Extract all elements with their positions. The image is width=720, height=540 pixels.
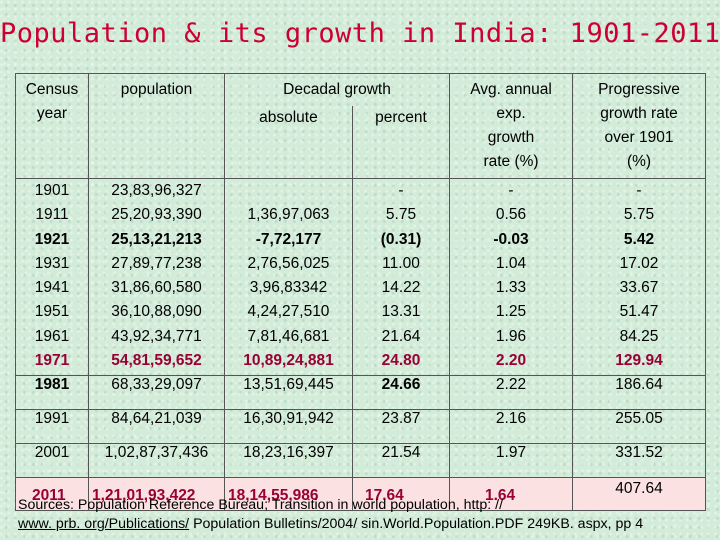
cell-progressive: 331.52 (572, 443, 706, 478)
cell-population: 54,81,59,652 (111, 352, 202, 370)
cell-avg-annual: -0.03 (493, 230, 529, 248)
cell-year: 1911 (35, 206, 69, 224)
cell-absolute: 4,24,27,510 (247, 303, 330, 321)
cell-year: 1921 (34, 230, 70, 248)
cell-progressive: 17.02 (619, 254, 659, 272)
year-column: 1901 1911 1921 1931 1941 1951 1961 1971 (15, 178, 89, 376)
cell-year: 1901 (34, 182, 70, 199)
table-row-1901-1971: 1901 1911 1921 1931 1941 1951 1961 1971 23,83,9… (15, 178, 706, 376)
cell-progressive: 51.47 (619, 303, 659, 321)
source-citation: Sources: Population Reference Bureau; Tr… (18, 496, 643, 534)
cell-population: 36,10,88,090 (111, 303, 202, 321)
cell-population: 43,92,34,771 (111, 327, 202, 345)
table-row: 2001 1,02,87,37,436 18,23,16,397 21.54 1… (15, 443, 706, 478)
avg-annual-column: - 0.56 -0.03 1.04 1.33 1.25 1.96 2.20 (449, 178, 573, 376)
cell-percent: 13.31 (381, 303, 421, 321)
cell-avg-annual: 2.22 (449, 375, 573, 410)
cell-absolute: 10,89,24,881 (243, 352, 334, 370)
progressive-column: - 5.75 5.42 17.02 33.67 51.47 84.25 129.94 (572, 178, 706, 376)
header-population: population (88, 73, 225, 179)
header-percent: percent (375, 109, 427, 126)
cell-year: 1971 (34, 352, 70, 370)
cell-percent: 21.54 (352, 443, 450, 478)
header-progressive: Progressive growth rate over 1901 (%) (572, 73, 706, 179)
cell-progressive: 5.75 (623, 206, 655, 224)
page-title: Population & its growth in India: 1901-2… (0, 18, 720, 49)
cell-percent: 21.64 (381, 327, 421, 345)
table-row: 1991 84,64,21,039 16,30,91,942 23.87 2.1… (15, 409, 706, 444)
cell-avg-annual: 1.33 (495, 279, 527, 297)
cell-absolute: 2,76,56,025 (247, 254, 330, 272)
table-row: 1981 68,33,29,097 13,51,69,445 24.66 2.2… (15, 375, 706, 410)
cell-population: 25,20,93,390 (111, 206, 202, 224)
cell-percent: - (398, 182, 404, 199)
header-absolute: absolute (225, 106, 353, 178)
cell-progressive: 186.64 (572, 375, 706, 410)
cell-avg-annual: 2.16 (449, 409, 573, 444)
cell-population: 1,02,87,37,436 (88, 443, 225, 478)
cell-year: 1951 (34, 303, 70, 321)
cell-year: 2001 (15, 443, 89, 478)
cell-population: 84,64,21,039 (88, 409, 225, 444)
cell-avg-annual: 1.97 (449, 443, 573, 478)
cell-percent: 11.00 (382, 254, 420, 272)
cell-percent: 5.75 (385, 206, 417, 224)
cell-year: 1931 (34, 254, 70, 272)
cell-percent: (0.31) (380, 230, 422, 248)
cell-progressive: 5.42 (623, 230, 655, 248)
header-avg-annual: Avg. annual exp. growth rate (%) (449, 73, 573, 179)
cell-progressive: 33.67 (619, 279, 659, 297)
cell-progressive: 129.94 (615, 352, 663, 370)
source-link[interactable]: www. prb. org/Publications/ (18, 516, 190, 532)
cell-year: 1981 (15, 375, 89, 410)
cell-progressive: 84.25 (619, 327, 659, 345)
source-line-2: Population Bulletins/2004/ sin.World.Pop… (189, 516, 644, 532)
header-census-year: Census year (15, 73, 89, 179)
cell-avg-annual: 0.56 (495, 206, 527, 224)
cell-absolute: 1,36,97,063 (247, 206, 330, 224)
cell-progressive: 255.05 (572, 409, 706, 444)
cell-progressive: - (636, 182, 642, 199)
cell-percent: 14.22 (381, 279, 421, 297)
cell-year: 1961 (34, 327, 70, 345)
cell-absolute: 16,30,91,942 (224, 409, 353, 444)
cell-absolute: 18,23,16,397 (224, 443, 353, 478)
percent-column: - 5.75 (0.31) 11.00 14.22 13.31 21.64 24.80 (352, 178, 450, 376)
cell-percent: 24.80 (381, 352, 421, 370)
cell-population: 68,33,29,097 (88, 375, 225, 410)
cell-absolute: -7,72,177 (255, 230, 322, 248)
source-line-1: Sources: Population Reference Bureau; Tr… (18, 497, 504, 513)
cell-avg-annual: 1.96 (495, 327, 527, 345)
cell-population: 27,89,77,238 (111, 254, 202, 272)
cell-avg-annual: - (508, 182, 514, 199)
cell-population: 31,86,60,580 (111, 279, 202, 297)
cell-absolute: 13,51,69,445 (224, 375, 353, 410)
population-column: 23,83,96,327 25,20,93,390 25,13,21,213 27,8… (88, 178, 225, 376)
cell-absolute: 7,81,46,681 (247, 327, 330, 345)
table-row-2011: 407.64 (15, 477, 706, 511)
header-decadal-growth: Decadal growth absolute percent (224, 73, 450, 179)
cell-population: 23,83,96,327 (111, 182, 202, 199)
cell-avg-annual: 2.20 (495, 352, 527, 370)
cell-year: 1941 (34, 279, 70, 297)
population-table: Census year population Decadal growth abs… (15, 73, 706, 511)
absolute-column: 1,36,97,063 -7,72,177 2,76,56,025 3,96,8334… (224, 178, 353, 376)
cell-absolute: 3,96,83342 (249, 279, 328, 297)
cell-avg-annual: 1.04 (495, 254, 527, 272)
cell-year: 1991 (15, 409, 89, 444)
cell-population: 25,13,21,213 (111, 230, 202, 248)
cell-percent: 24.66 (352, 375, 450, 410)
cell-avg-annual: 1.25 (495, 303, 527, 321)
cell-percent: 23.87 (352, 409, 450, 444)
cell-progressive: 407.64 (572, 477, 706, 511)
